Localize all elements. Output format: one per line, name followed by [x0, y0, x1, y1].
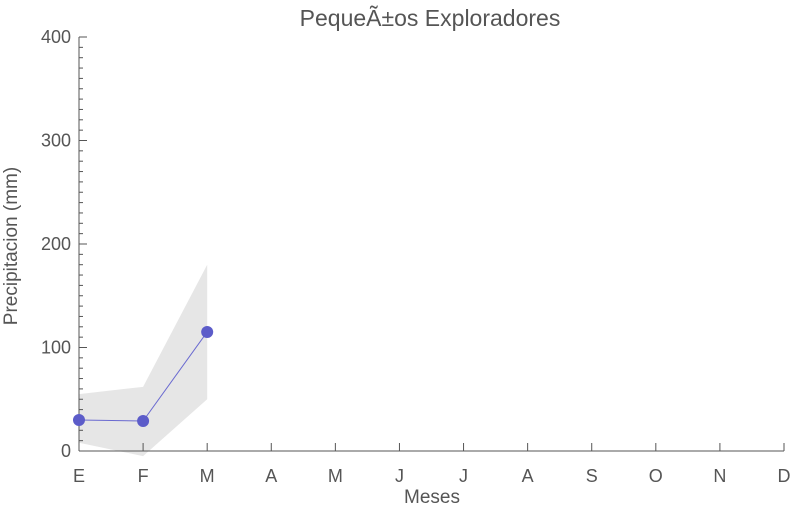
chart-title: PequeÃ±os Exploradores	[300, 5, 561, 31]
data-point	[73, 413, 85, 426]
x-tick-label: E	[73, 466, 85, 486]
y-tick-label: 400	[41, 27, 71, 47]
confidence-band-0	[79, 264, 208, 457]
y-tick-label: 200	[41, 234, 71, 254]
plot-area: 0 100 200 300 400 E F M A M J J A S O N D	[41, 27, 791, 486]
x-tick-label: O	[649, 466, 663, 486]
x-tick-label: J	[459, 466, 468, 486]
x-tick-label: A	[522, 466, 534, 486]
x-tick-label: F	[138, 466, 149, 486]
x-axis-title: Meses	[404, 487, 460, 508]
data-point	[137, 414, 150, 427]
x-tick-label: N	[713, 466, 726, 486]
x-tick-label: M	[328, 466, 343, 486]
x-tick-label: D	[778, 466, 791, 486]
data-point	[201, 325, 214, 338]
x-tick-label: J	[395, 466, 404, 486]
y-tick-label: 0	[61, 441, 71, 461]
y-tick-label: 100	[41, 338, 71, 358]
y-axis-title: Precipitacion (mm)	[1, 167, 22, 325]
x-tick-label: M	[200, 466, 215, 486]
y-tick-label: 300	[41, 131, 71, 151]
x-tick-label: A	[265, 466, 277, 486]
x-tick-label: S	[586, 466, 598, 486]
